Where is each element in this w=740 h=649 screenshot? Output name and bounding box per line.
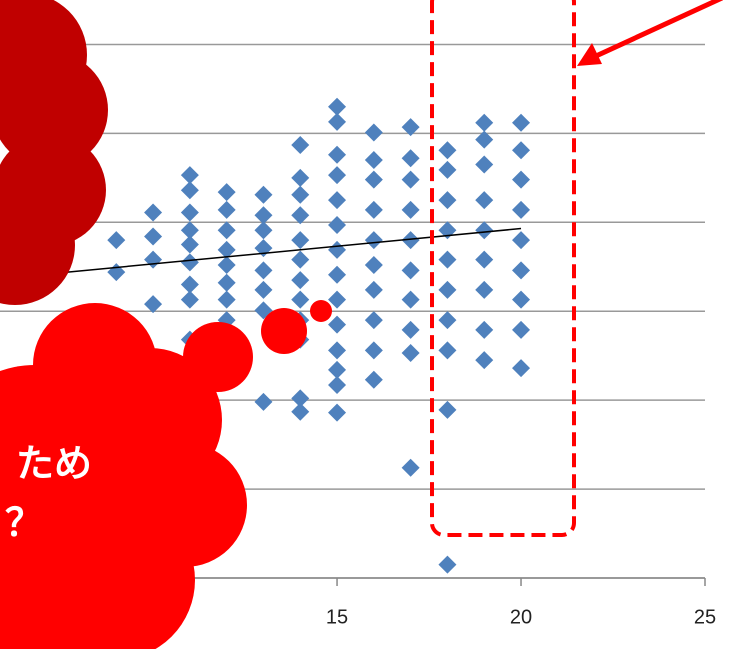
point xyxy=(328,216,346,234)
point xyxy=(328,166,346,184)
point xyxy=(181,181,199,199)
point xyxy=(475,321,493,339)
point xyxy=(438,341,456,359)
point xyxy=(438,251,456,269)
point xyxy=(254,221,272,239)
point xyxy=(512,291,530,309)
point xyxy=(328,191,346,209)
point xyxy=(512,141,530,159)
point xyxy=(475,221,493,239)
point xyxy=(365,151,383,169)
point xyxy=(328,241,346,259)
point xyxy=(181,204,199,222)
point xyxy=(254,186,272,204)
point xyxy=(512,171,530,189)
point xyxy=(475,281,493,299)
point xyxy=(438,191,456,209)
point xyxy=(181,291,199,309)
chart: 10152025 ため ？ xyxy=(0,0,740,649)
arrow xyxy=(596,0,722,56)
point xyxy=(181,236,199,254)
point xyxy=(291,206,309,224)
point xyxy=(291,291,309,309)
point xyxy=(402,321,420,339)
point xyxy=(365,371,383,389)
point xyxy=(291,186,309,204)
point xyxy=(475,251,493,269)
point xyxy=(365,281,383,299)
point xyxy=(402,344,420,362)
point xyxy=(328,146,346,164)
point xyxy=(254,261,272,279)
point xyxy=(181,253,199,271)
point xyxy=(438,556,456,574)
point xyxy=(144,251,162,269)
point xyxy=(365,311,383,329)
overlay xyxy=(0,0,722,649)
point xyxy=(438,161,456,179)
point xyxy=(365,171,383,189)
point xyxy=(328,341,346,359)
point xyxy=(328,266,346,284)
point xyxy=(144,295,162,313)
point xyxy=(402,171,420,189)
point xyxy=(365,123,383,141)
point xyxy=(291,271,309,289)
point xyxy=(291,136,309,154)
point xyxy=(144,228,162,246)
point xyxy=(107,231,125,249)
point xyxy=(365,201,383,219)
point xyxy=(512,201,530,219)
x-tick-label: 25 xyxy=(694,606,716,628)
point xyxy=(438,311,456,329)
point xyxy=(254,281,272,299)
point xyxy=(365,341,383,359)
point xyxy=(291,251,309,269)
annotation: ？ xyxy=(5,501,43,545)
highlight-box xyxy=(432,0,574,535)
point xyxy=(438,141,456,159)
point xyxy=(512,359,530,377)
point xyxy=(291,403,309,421)
point xyxy=(402,261,420,279)
annotation: ため xyxy=(16,442,92,486)
point xyxy=(218,256,236,274)
point xyxy=(328,316,346,334)
point xyxy=(365,256,383,274)
point xyxy=(475,114,493,132)
point xyxy=(438,281,456,299)
point xyxy=(402,201,420,219)
x-tick-label: 20 xyxy=(510,606,532,628)
point xyxy=(512,114,530,132)
point xyxy=(291,169,309,187)
point xyxy=(512,261,530,279)
point xyxy=(475,191,493,209)
point xyxy=(328,113,346,131)
x-tick-label: 15 xyxy=(326,606,348,628)
point xyxy=(438,401,456,419)
point xyxy=(365,231,383,249)
point xyxy=(107,263,125,281)
point xyxy=(218,183,236,201)
point xyxy=(291,231,309,249)
point xyxy=(328,376,346,394)
point xyxy=(218,291,236,309)
point xyxy=(402,459,420,477)
point xyxy=(475,156,493,174)
point xyxy=(475,351,493,369)
point xyxy=(512,321,530,339)
point xyxy=(328,404,346,422)
point xyxy=(144,204,162,222)
point xyxy=(254,393,272,411)
point xyxy=(218,274,236,292)
dark-cloud xyxy=(0,0,108,305)
point xyxy=(402,149,420,167)
point xyxy=(218,221,236,239)
point xyxy=(402,291,420,309)
point xyxy=(218,201,236,219)
point xyxy=(512,231,530,249)
